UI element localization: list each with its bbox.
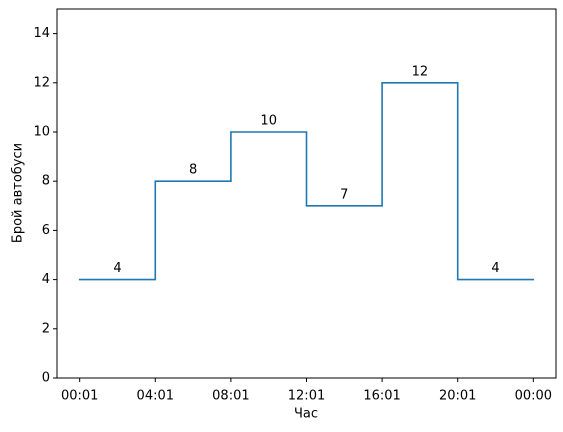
x-tick-label: 04:01 bbox=[137, 389, 174, 404]
y-tick-label: 14 bbox=[33, 26, 50, 41]
data-label: 4 bbox=[113, 261, 121, 276]
x-axis-label: Час bbox=[294, 407, 318, 422]
y-tick-label: 12 bbox=[33, 75, 50, 90]
y-tick-label: 8 bbox=[42, 174, 50, 189]
x-tick-label: 08:01 bbox=[212, 389, 249, 404]
data-label: 8 bbox=[189, 163, 197, 178]
x-tick-label: 00:01 bbox=[61, 389, 98, 404]
y-tick-label: 2 bbox=[42, 321, 50, 336]
y-tick-label: 0 bbox=[42, 371, 50, 386]
x-tick-label: 20:01 bbox=[439, 389, 476, 404]
y-tick-label: 4 bbox=[42, 272, 50, 287]
x-tick-label: 16:01 bbox=[363, 389, 400, 404]
x-tick-label: 12:01 bbox=[288, 389, 325, 404]
y-axis-label: Брой автобуси bbox=[11, 143, 26, 243]
data-label: 7 bbox=[340, 187, 348, 202]
data-label: 4 bbox=[491, 261, 499, 276]
y-tick-label: 6 bbox=[42, 223, 50, 238]
x-tick-label: 00:00 bbox=[515, 389, 552, 404]
y-tick-label: 10 bbox=[33, 125, 50, 140]
data-label: 10 bbox=[260, 114, 277, 129]
data-label: 12 bbox=[412, 64, 429, 79]
